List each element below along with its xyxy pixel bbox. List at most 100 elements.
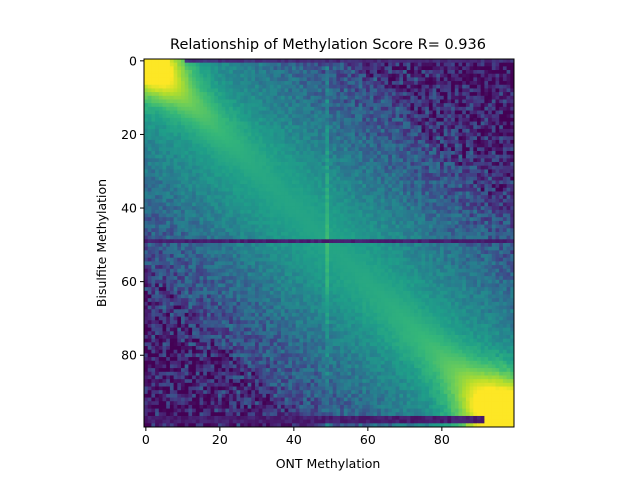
heatmap-cell [243,88,248,93]
heatmap-cell [269,143,274,148]
heatmap-cell [488,114,493,119]
heatmap-cell [366,154,371,159]
heatmap-cell [454,154,459,159]
heatmap-cell [410,66,415,71]
heatmap-cell [144,165,149,170]
heatmap-cell [366,169,371,174]
heatmap-cell [432,136,437,141]
heatmap-cell [218,70,223,75]
heatmap-cell [225,154,230,159]
heatmap-cell [273,121,278,126]
heatmap-cell [166,220,171,225]
heatmap-cell [284,239,289,244]
heatmap-cell [158,114,163,119]
heatmap-cell [499,62,504,67]
heatmap-cell [177,239,182,244]
heatmap-cell [354,77,359,82]
heatmap-cell [436,136,441,141]
heatmap-cell [499,213,504,218]
heatmap-cell [332,77,337,82]
heatmap-cell [218,136,223,141]
heatmap-cell [262,59,267,64]
heatmap-cell [292,176,297,181]
heatmap-cell [280,220,285,225]
heatmap-cell [351,95,356,100]
heatmap-cell [469,191,474,196]
heatmap-cell [410,191,415,196]
heatmap-cell [288,70,293,75]
heatmap-cell [469,62,474,67]
heatmap-cell [443,73,448,78]
heatmap-cell [280,187,285,192]
heatmap-cell [366,209,371,214]
heatmap-cell [203,62,208,67]
heatmap-cell [502,92,507,97]
heatmap-cell [173,184,178,189]
heatmap-cell [280,224,285,229]
heatmap-cell [465,202,470,207]
heatmap-cell [162,88,167,93]
heatmap-cell [147,73,152,78]
heatmap-cell [147,136,152,141]
heatmap-cell [369,184,374,189]
heatmap-cell [384,84,389,89]
heatmap-cell [332,184,337,189]
heatmap-cell [158,217,163,222]
heatmap-cell [247,84,252,89]
heatmap-cell [377,235,382,240]
heatmap-cell [377,195,382,200]
heatmap-cell [240,70,245,75]
heatmap-cell [321,184,326,189]
heatmap-cell [225,239,230,244]
heatmap-cell [373,128,378,133]
heatmap-cell [340,103,345,108]
heatmap-cell [255,139,260,145]
heatmap-cell [473,59,478,64]
heatmap-cell [336,173,341,178]
heatmap-cell [317,228,322,233]
heatmap-cell [377,70,382,75]
heatmap-cell [317,117,322,122]
heatmap-cell [299,84,304,89]
heatmap-cell [288,99,293,104]
heatmap-cell [177,66,182,71]
heatmap-cell [336,88,341,93]
heatmap-cell [155,59,160,64]
heatmap-cell [436,220,441,225]
heatmap-cell [399,158,404,163]
heatmap-cell [488,147,493,152]
heatmap-cell [210,162,215,167]
heatmap-cell [206,106,211,111]
heatmap-cell [362,147,367,152]
heatmap-cell [443,121,448,126]
heatmap-cell [214,184,219,189]
heatmap-cell [247,209,252,214]
heatmap-cell [495,158,500,163]
heatmap-cell [399,165,404,170]
heatmap-cell [317,162,322,167]
heatmap-cell [458,195,463,200]
heatmap-cell [236,114,241,119]
heatmap-cell [218,176,223,181]
heatmap-cell [280,66,285,71]
heatmap-cell [329,114,334,119]
heatmap-cell [247,70,252,75]
heatmap-cell [306,139,311,145]
heatmap-cell [295,66,300,71]
heatmap-cell [477,110,482,115]
heatmap-cell [195,162,200,167]
heatmap-cell [177,73,182,78]
heatmap-cell [262,162,267,167]
heatmap-cell [314,213,319,218]
heatmap-cell [199,162,204,167]
heatmap-cell [173,158,178,163]
heatmap-cell [417,66,422,71]
heatmap-cell [251,235,256,240]
heatmap-cell [432,84,437,89]
heatmap-cell [458,158,463,163]
heatmap-cell [292,239,297,244]
heatmap-cell [480,191,485,196]
heatmap-cell [451,151,456,156]
heatmap-cell [373,154,378,159]
heatmap-cell [277,231,282,237]
